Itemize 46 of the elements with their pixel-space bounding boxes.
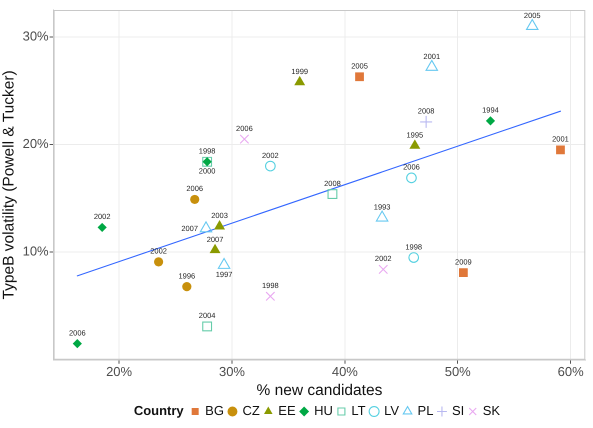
point bbox=[406, 172, 417, 184]
point bbox=[426, 60, 438, 71]
legend-label: EE bbox=[278, 403, 296, 418]
legend-label: PL bbox=[418, 403, 434, 418]
legend-label: SK bbox=[482, 403, 500, 418]
y-axis-title: TypeB volatility (Powell & Tucker) bbox=[0, 70, 18, 300]
legend-label: LV bbox=[384, 403, 400, 418]
point bbox=[294, 76, 306, 86]
legend-label: LT bbox=[351, 403, 366, 418]
point bbox=[72, 339, 82, 348]
point bbox=[378, 264, 388, 274]
legend-label: CZ bbox=[242, 403, 260, 418]
x-tick-label: 50% bbox=[444, 364, 472, 380]
legend-label: HU bbox=[314, 403, 333, 418]
x-tick-label: 40% bbox=[332, 364, 358, 380]
point bbox=[190, 194, 200, 204]
point bbox=[408, 252, 420, 263]
point bbox=[210, 244, 220, 254]
point bbox=[486, 116, 496, 126]
point bbox=[526, 18, 539, 30]
point bbox=[420, 115, 433, 128]
legend-label: BG bbox=[205, 403, 224, 418]
point bbox=[200, 221, 212, 232]
point bbox=[459, 268, 468, 278]
point bbox=[266, 292, 276, 302]
x-axis-title: % new candidates bbox=[256, 382, 383, 399]
point bbox=[202, 322, 212, 332]
point bbox=[154, 257, 164, 266]
point bbox=[182, 282, 192, 292]
x-tick-label: 60% bbox=[558, 364, 584, 380]
point bbox=[409, 139, 420, 149]
y-tick-label: 30% bbox=[22, 28, 50, 44]
point bbox=[376, 210, 388, 222]
point bbox=[240, 134, 250, 144]
point bbox=[214, 220, 226, 230]
point bbox=[355, 72, 364, 82]
legend-label: SI bbox=[452, 403, 464, 418]
point bbox=[328, 189, 338, 199]
legend-title: Country bbox=[134, 403, 184, 418]
point bbox=[556, 146, 565, 154]
point bbox=[265, 160, 276, 172]
x-tick-label: 30% bbox=[218, 364, 246, 380]
point bbox=[98, 222, 107, 232]
x-tick-label: 20% bbox=[106, 364, 133, 380]
y-tick-label: 10% bbox=[22, 244, 50, 259]
y-tick-label: 20% bbox=[22, 136, 50, 152]
